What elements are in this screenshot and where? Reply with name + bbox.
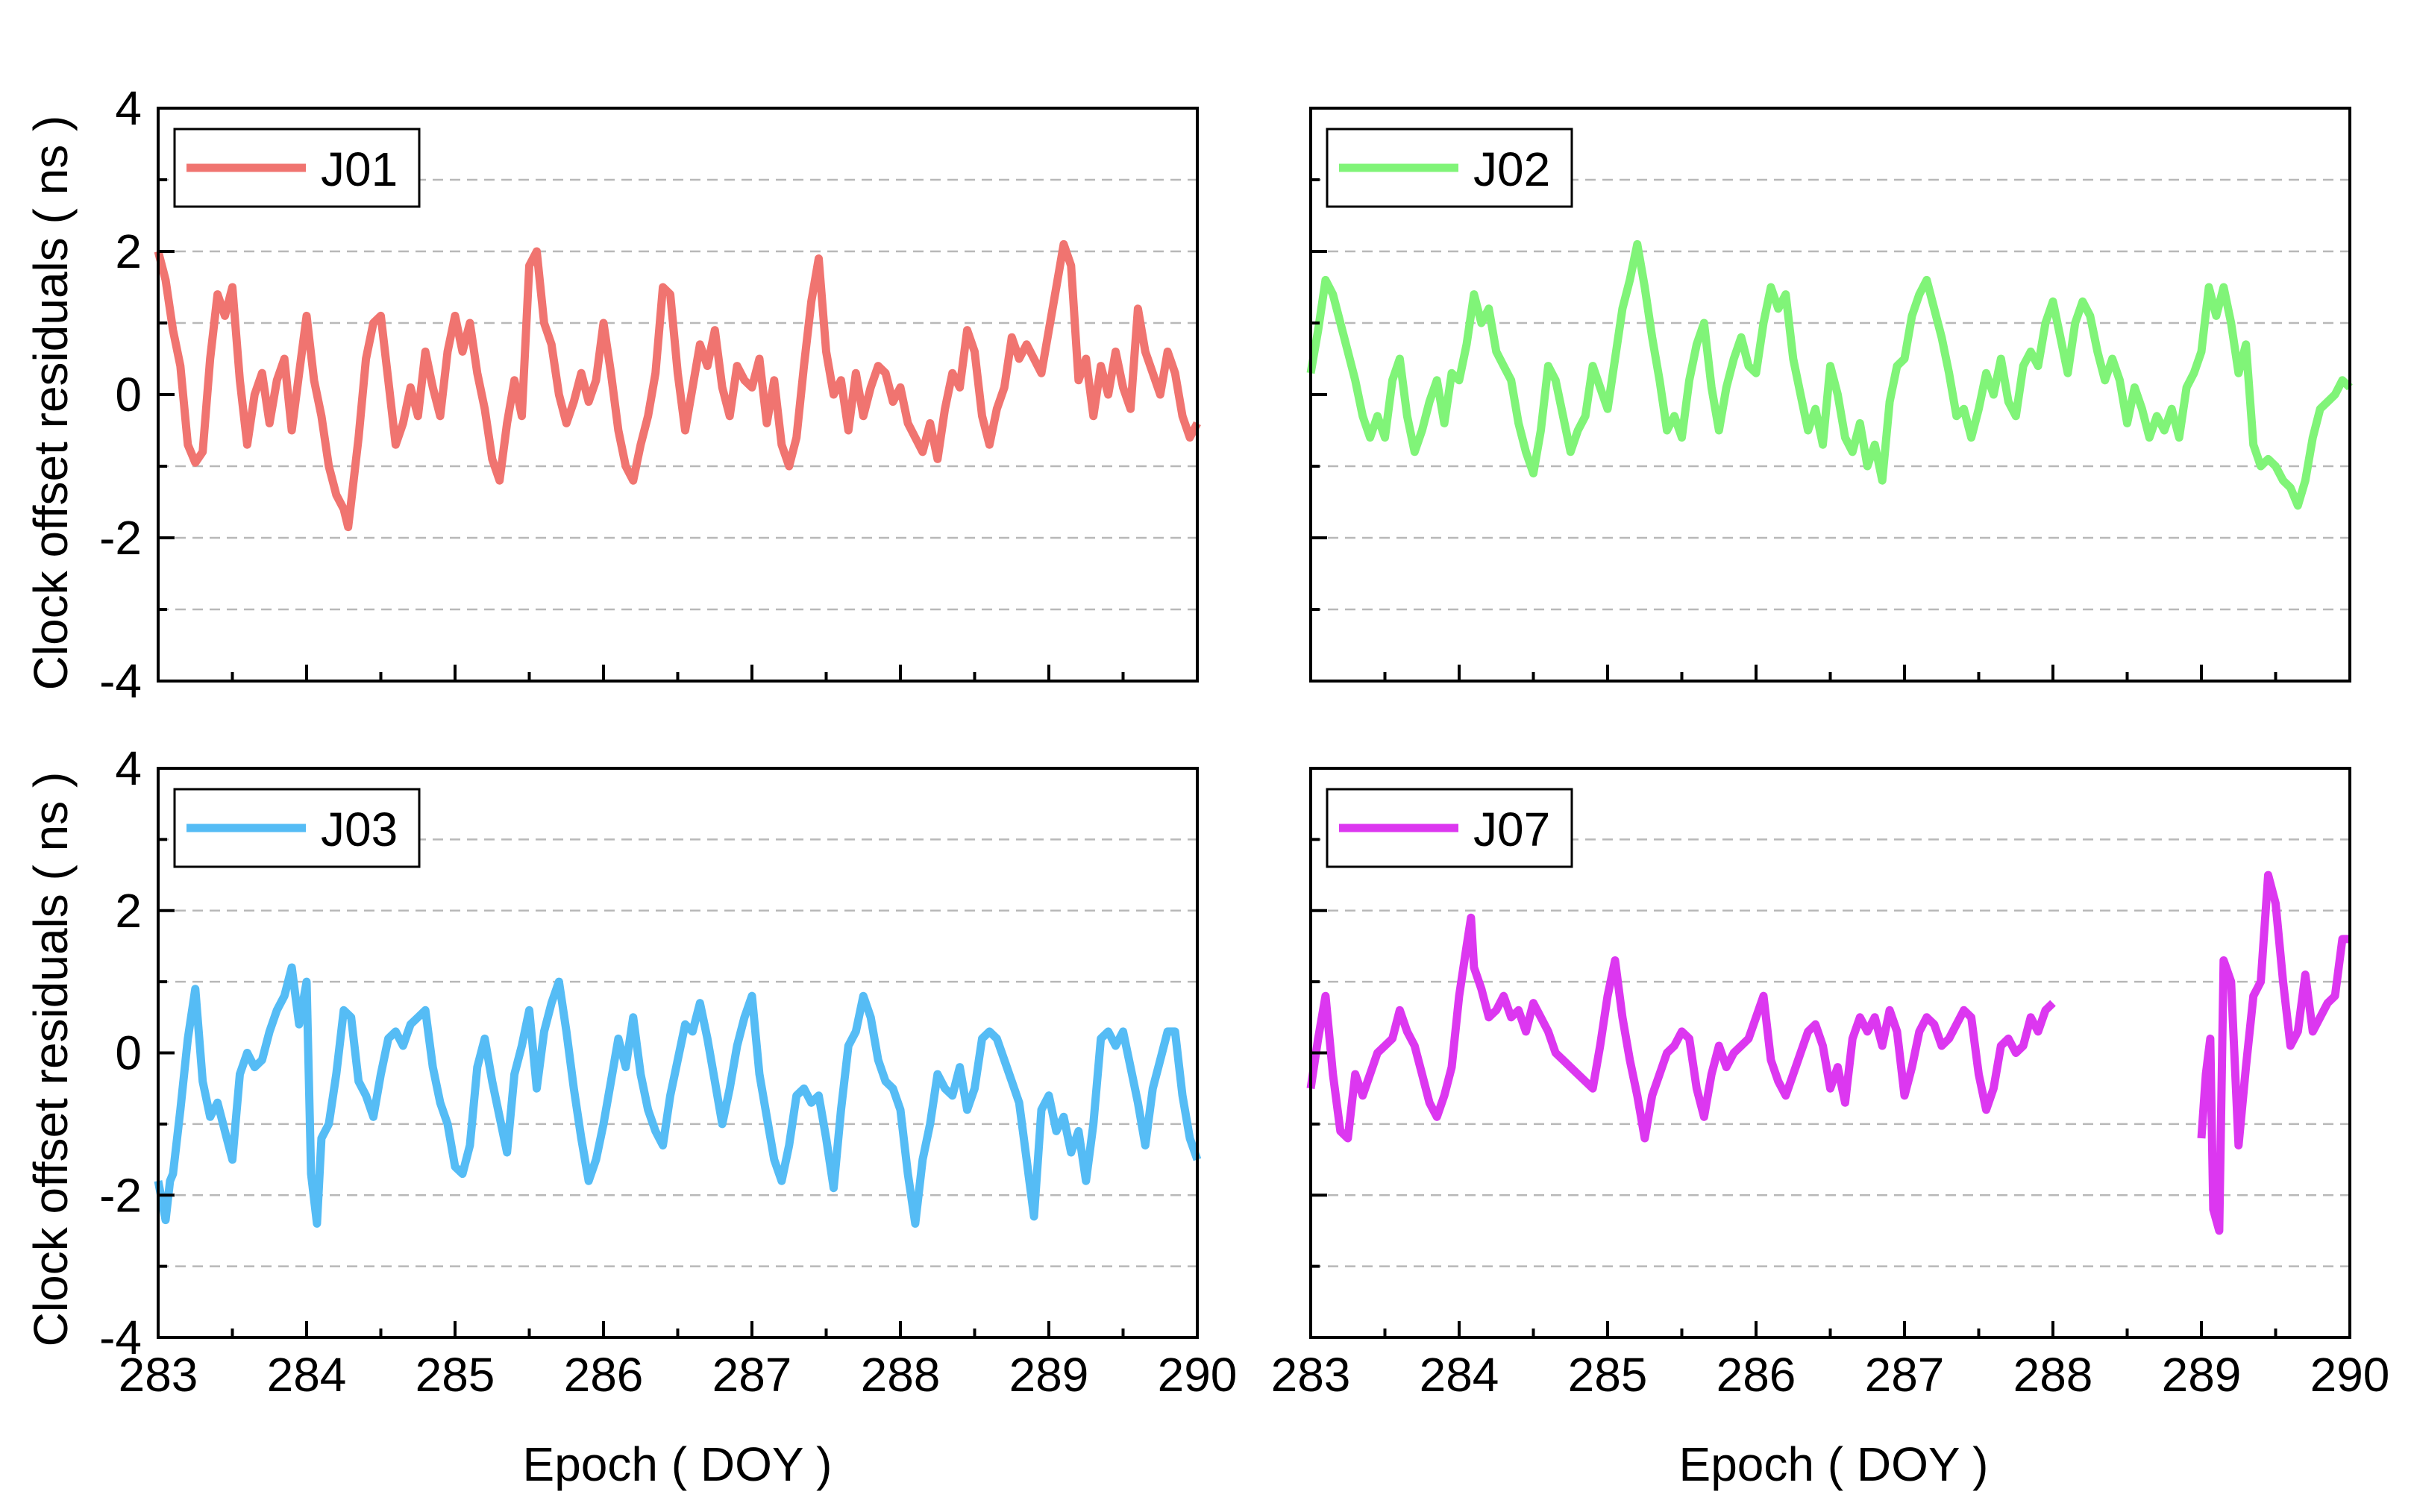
y-tick-label: -4 <box>99 654 142 708</box>
y-tick-label: -4 <box>99 1311 142 1364</box>
y-tick-label: 2 <box>115 225 142 278</box>
x-axis-label-right: Epoch ( DOY ) <box>1679 1437 1989 1491</box>
x-tick-label: 287 <box>1865 1348 1945 1402</box>
legend-label: J01 <box>321 142 398 196</box>
series-line-j02 <box>1306 239 2353 510</box>
x-tick-label: 285 <box>416 1348 495 1402</box>
x-tick-label: 289 <box>1009 1348 1089 1402</box>
x-tick-label: 283 <box>1271 1348 1351 1402</box>
series-line-j03 <box>154 963 1202 1228</box>
series-line-j07 <box>1306 913 2056 1143</box>
x-tick-label: 290 <box>2310 1348 2390 1402</box>
y-tick-label: 2 <box>115 884 142 938</box>
x-axis-label-left: Epoch ( DOY ) <box>523 1437 833 1491</box>
x-tick-label: 284 <box>267 1348 347 1402</box>
x-tick-label: 285 <box>1568 1348 1648 1402</box>
x-tick-label: 283 <box>119 1348 198 1402</box>
x-tick-label: 286 <box>564 1348 644 1402</box>
x-tick-label: 288 <box>2013 1348 2093 1402</box>
legend-label: J07 <box>1473 803 1550 856</box>
x-tick-label: 286 <box>1717 1348 1796 1402</box>
y-axis-label-top: Clock offset residuals ( ns ) <box>24 116 78 691</box>
x-tick-label: 290 <box>1158 1348 1238 1402</box>
y-tick-label: -2 <box>99 1168 142 1222</box>
legend-label: J03 <box>321 803 398 856</box>
series-line-j01 <box>154 239 1201 532</box>
panel-j07: 283 284 285 286 287 288 289 290 J07 <box>1271 767 2390 1402</box>
legend-label: J02 <box>1473 142 1550 196</box>
y-tick-label: -2 <box>99 511 142 565</box>
y-tick-label: 0 <box>115 1026 142 1080</box>
y-tick-label: 4 <box>115 81 142 135</box>
x-tick-label: 288 <box>861 1348 941 1402</box>
panel-j02: J02 <box>1306 107 2353 683</box>
series-line-j07 <box>2197 871 2350 1235</box>
x-tick-label: 287 <box>712 1348 792 1402</box>
y-tick-label: 0 <box>115 368 142 421</box>
y-axis-label-bottom: Clock offset residuals ( ns ) <box>24 772 78 1347</box>
x-tick-label: 289 <box>2162 1348 2242 1402</box>
panel-j01: 4 2 0 -2 -4 J01 <box>99 81 1201 708</box>
y-tick-label: 4 <box>115 741 142 795</box>
x-tick-label: 284 <box>1420 1348 1499 1402</box>
